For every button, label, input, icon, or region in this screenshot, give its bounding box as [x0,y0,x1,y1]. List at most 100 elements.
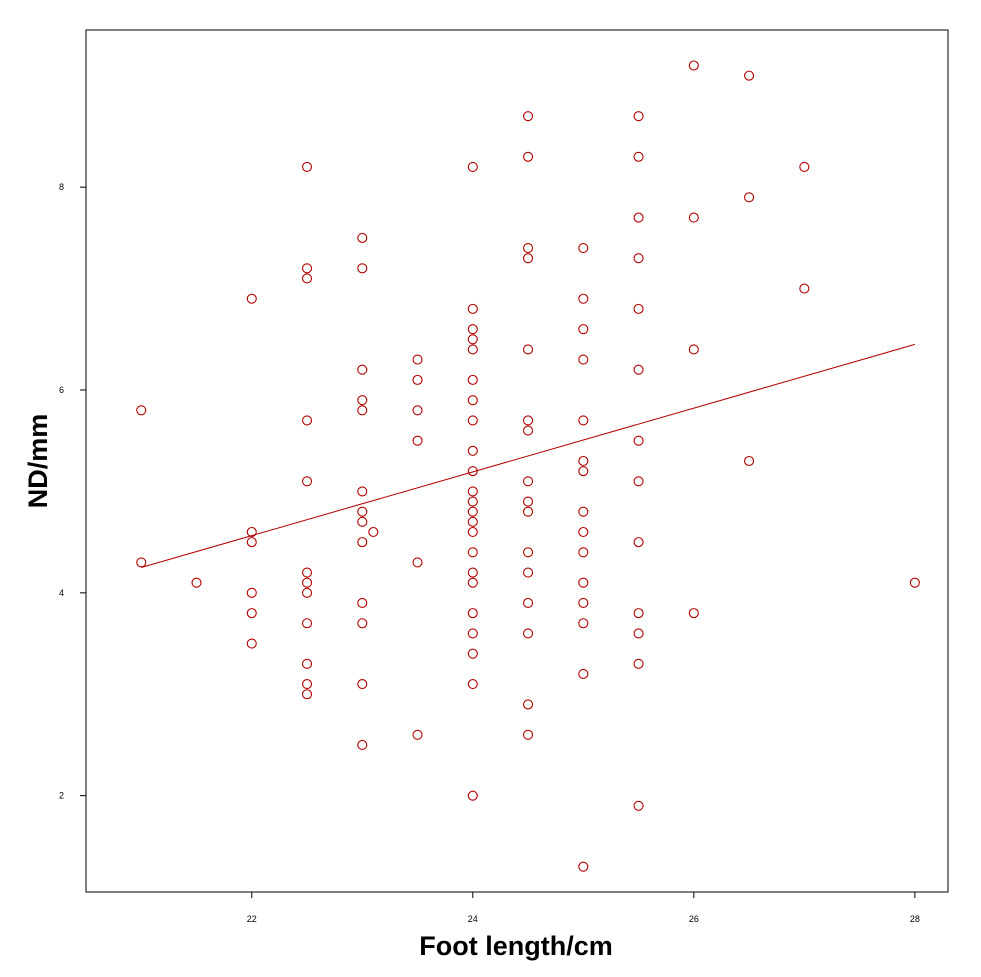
data-point [301,618,313,629]
data-point [246,608,257,619]
data-point [523,567,534,578]
y-tick-label: 8 [59,182,64,192]
data-point [467,577,478,588]
x-tick-label: 28 [910,914,920,924]
data-point [301,273,313,284]
data-point [301,161,313,172]
x-axis: 22 24 26 28 [247,892,920,924]
data-point [523,547,534,558]
data-point [467,679,478,690]
data-point [467,648,478,659]
data-point [357,618,368,629]
data-point [191,577,202,588]
data-point [523,253,534,264]
data-point [467,506,478,517]
data-point [578,861,589,872]
data-point [633,253,644,264]
data-point [523,496,534,507]
data-point [246,293,257,304]
data-point [357,232,368,243]
data-point [578,466,589,477]
data-point [633,435,644,446]
data-point [578,526,589,538]
data-point [357,395,368,406]
plot-frame [85,29,949,893]
data-point [523,628,534,639]
data-point [633,800,644,811]
data-point [467,496,478,507]
y-tick-label: 2 [59,791,64,801]
data-point [467,516,478,527]
data-point [523,476,534,487]
data-point [467,445,478,456]
data-point [523,729,534,740]
data-point [301,263,313,274]
data-point [633,628,644,639]
data-point [467,486,478,497]
data-point [633,537,644,548]
data-point [136,405,147,416]
data-point [523,506,534,517]
data-point [301,567,313,578]
data-point [357,364,368,375]
data-point [578,618,589,629]
y-tick-label: 6 [59,385,64,395]
data-point [467,344,478,355]
data-point [357,506,368,517]
data-point [467,526,478,538]
data-point [688,60,699,71]
x-tick-label: 24 [468,914,478,924]
data-point [633,303,644,314]
y-axis: 2 4 6 8 [59,182,86,801]
data-point [578,547,589,558]
data-point [357,537,368,548]
data-point [412,557,423,568]
data-point [633,608,644,619]
data-point [301,577,313,588]
data-point [301,476,313,487]
fit-line [141,343,915,568]
data-point [633,364,644,375]
data-point [523,699,534,710]
data-point [633,212,644,223]
data-point [578,293,589,304]
data-point [578,577,589,588]
data-point [412,354,423,365]
data-point [523,425,534,436]
data-point [467,567,478,578]
data-point [467,374,478,385]
data-point [578,324,589,335]
data-point [744,192,755,203]
data-point [301,679,313,690]
data-point [467,395,478,406]
data-point [246,587,257,598]
data-point [799,283,810,294]
data-point [523,242,534,254]
data-point [523,111,534,122]
data-point [357,405,368,416]
data-point [909,577,920,588]
data-point [357,486,368,497]
data-point [301,587,313,598]
data-point [467,790,478,801]
fit-line-group [141,343,915,568]
data-point [633,111,644,122]
data-point [412,435,423,446]
data-point [578,415,589,426]
data-point [523,597,534,609]
data-point [467,628,478,639]
data-point [578,668,589,680]
data-point [412,729,423,740]
data-point [633,476,644,487]
data-point [467,608,478,619]
data-point [578,597,589,609]
data-point [467,415,478,426]
data-point [578,242,589,254]
data-point [633,151,644,162]
data-point [799,161,810,172]
data-point [523,415,534,426]
data-point [744,455,755,467]
data-point [357,679,368,690]
data-point [301,689,313,700]
